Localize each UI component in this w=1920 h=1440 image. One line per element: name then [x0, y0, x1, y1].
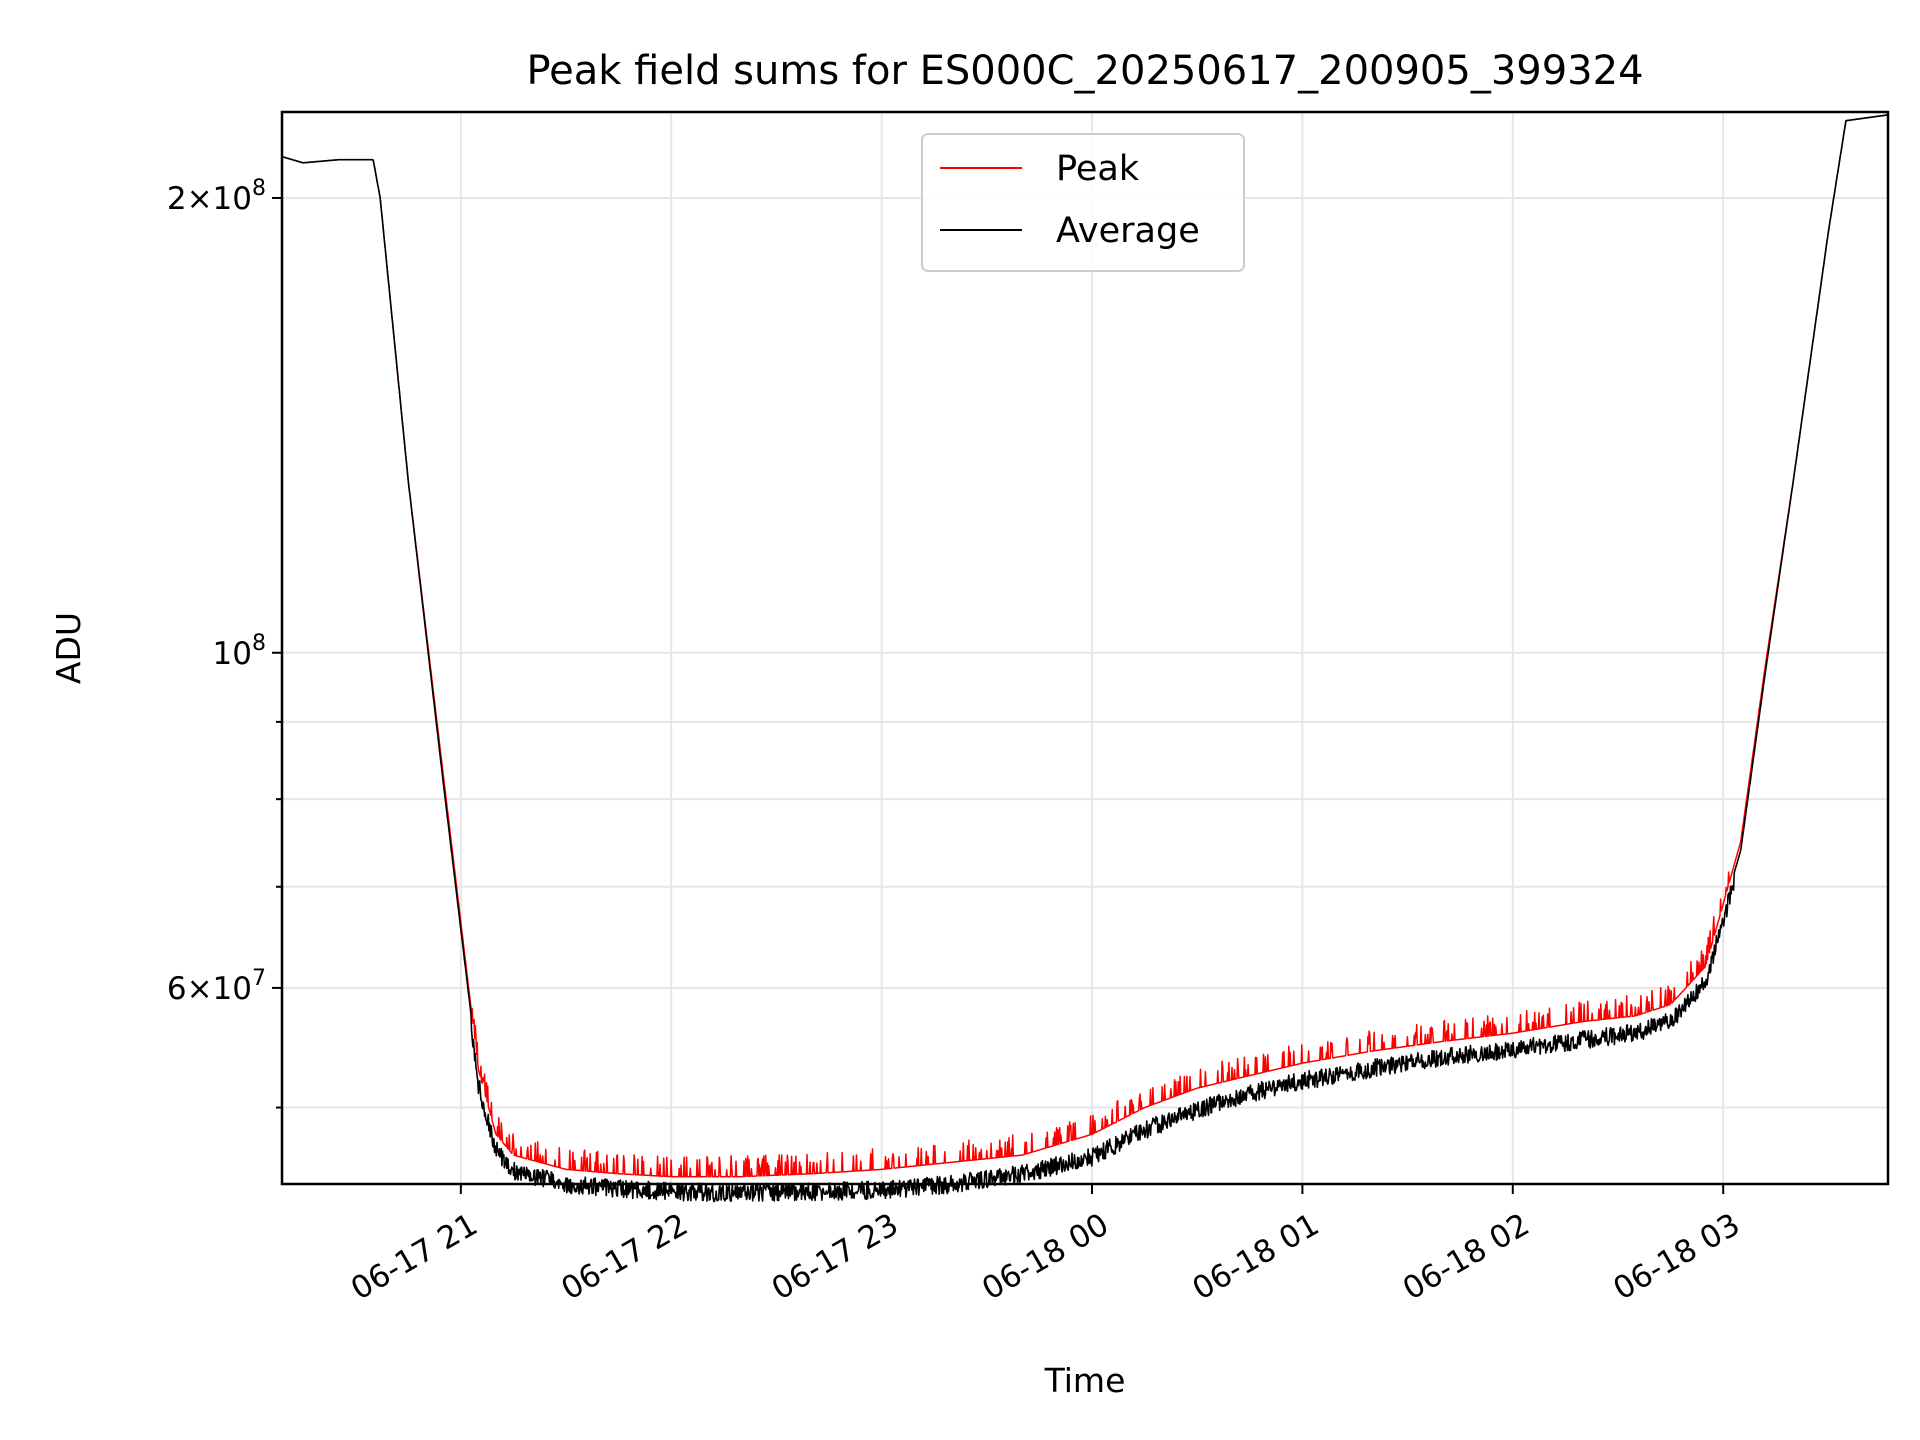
- x-axis-label: Time: [1044, 1361, 1126, 1400]
- plot-frame: [280, 110, 1890, 1186]
- legend-label-peak: Peak: [1056, 149, 1140, 189]
- y-tick-exponent: 8: [252, 631, 266, 656]
- legend-label-average: Average: [1056, 211, 1200, 251]
- y-tick-mantissa: 6: [167, 971, 187, 1007]
- series-layer: [281, 114, 1889, 1203]
- y-axis-label: ADU: [49, 612, 88, 684]
- y-tick-label: 2×108: [167, 176, 266, 217]
- y-tick-times: ×: [187, 181, 213, 217]
- series-line-average: [281, 114, 1889, 1203]
- y-tick-label: 108: [213, 631, 266, 672]
- y-tick-exponent: 8: [252, 176, 266, 201]
- series-line-peak: [281, 114, 1889, 1178]
- legend: Peak Average: [921, 133, 1245, 272]
- y-tick-exponent: 7: [252, 966, 266, 991]
- y-tick-mantissa: 2: [167, 181, 187, 217]
- y-tick-base: 10: [213, 971, 252, 1007]
- y-tick-base: 10: [213, 636, 252, 672]
- chart-title: Peak field sums for ES000C_20250617_2009…: [526, 48, 1643, 94]
- y-tick-times: ×: [187, 971, 213, 1007]
- y-tick-base: 10: [213, 181, 252, 217]
- y-tick-label: 6×107: [167, 966, 266, 1007]
